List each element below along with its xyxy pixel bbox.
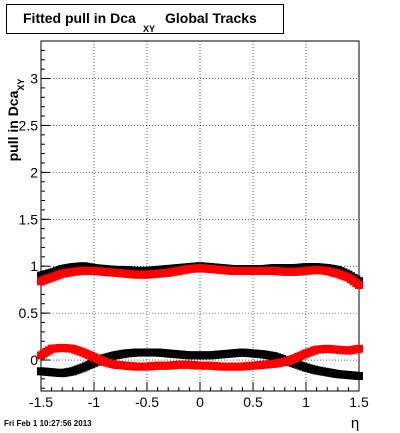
y-tick-label: 1.5 — [19, 211, 39, 227]
y-tick-label: 0.5 — [19, 305, 39, 321]
x-tick-label: 0 — [196, 394, 204, 410]
x-tick-label: 1 — [302, 394, 310, 410]
y-tick-label: 3 — [30, 71, 38, 87]
y-tick-label: 0 — [30, 352, 38, 368]
y-tick-label: 2 — [30, 164, 38, 180]
data-marks — [37, 262, 363, 380]
x-tick-label: 1.5 — [349, 394, 369, 410]
y-tick-label: 2.5 — [19, 117, 39, 133]
x-tick-label: -0.5 — [135, 394, 159, 410]
chart-title-subscript: XY — [143, 24, 156, 34]
grid — [41, 41, 359, 391]
y-axis-title: pull in DcaXY — [5, 79, 26, 162]
x-tick-label: -1 — [88, 394, 101, 410]
series-3 — [37, 343, 363, 371]
chart-title-box: Fitted pull in Dca XY Global Tracks — [6, 4, 284, 34]
y-tick-label: 1 — [30, 258, 38, 274]
chart-title-main: Fitted pull in Dca — [23, 10, 136, 26]
data-point — [355, 371, 363, 380]
series-1 — [37, 264, 363, 289]
data-point — [355, 344, 363, 353]
chart-title-rest: Global Tracks — [165, 10, 257, 26]
timestamp: Fri Feb 1 10:27:56 2013 — [4, 419, 92, 428]
axes: -1.5 -1 -0.5 0 0.5 1 1.5 0 0.5 1 1.5 2 2.5 3 — [19, 40, 369, 410]
x-tick-label: 0.5 — [243, 394, 263, 410]
data-point — [355, 280, 363, 289]
series-2 — [37, 348, 363, 380]
x-tick-label: -1.5 — [29, 394, 53, 410]
x-axis-title: η — [351, 415, 359, 432]
